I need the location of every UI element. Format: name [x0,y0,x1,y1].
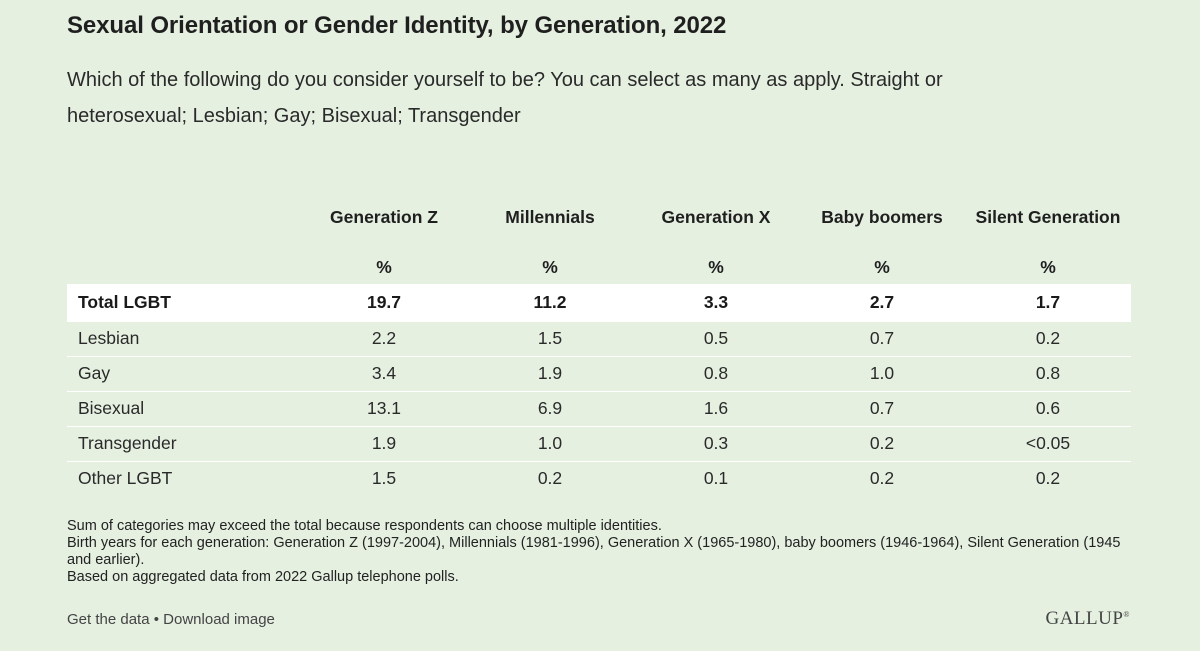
row-label: Lesbian [67,321,301,357]
data-table: Generation Z Millennials Generation X Ba… [67,180,1131,496]
table-row-total-lgbt: Total LGBT 19.7 11.2 3.3 2.7 1.7 [67,284,1131,322]
table-cell: <0.05 [965,426,1131,462]
table-cell: 1.5 [371,468,397,489]
table-cell: 6.9 [467,391,633,427]
column-header-baby-boomers: Baby boomers [821,207,943,227]
table-cell: 1.0 [467,426,633,462]
table-cell: 2.2 [301,321,467,357]
column-header-row: Generation Z Millennials Generation X Ba… [67,180,1131,232]
unit-header-blank [67,232,301,284]
column-header-silent-generation: Silent Generation [975,207,1121,227]
note-source: Based on aggregated data from 2022 Gallu… [67,569,459,585]
table-cell: 0.2 [537,468,563,489]
column-header-millennials: Millennials [505,207,595,227]
table-cell: 3.3 [633,284,799,322]
table-cell: 3.4 [301,356,467,392]
table-row-lesbian: Lesbian 2.2 1.5 0.5 0.7 0.2 [67,321,1131,357]
unit-header: % [542,256,558,277]
unit-header-row: % % % % % [67,232,1131,284]
note-multiple-identities: Sum of categories may exceed the total b… [67,518,662,534]
table-cell: 1.6 [633,391,799,427]
row-label: Other LGBT [78,468,173,489]
row-label-header [67,180,301,232]
footer-separator: • [153,611,159,628]
table-cell: 0.1 [703,468,729,489]
registered-mark: ® [1123,610,1130,619]
logo-text: GALLUP [1045,608,1124,629]
table-cell: 0.8 [965,356,1131,392]
column-header-gen-z: Generation Z [330,207,438,227]
table-cell: 0.3 [633,426,799,462]
unit-header: % [376,256,392,277]
chart-notes: Sum of categories may exceed the total b… [67,518,1137,586]
download-image-link[interactable]: Download image [163,611,275,628]
unit-header: % [1040,256,1056,277]
column-header-gen-x: Generation X [661,207,771,227]
table-row-other-lgbt: Other LGBT 1.5 0.2 0.1 0.2 0.2 [67,461,1131,496]
table-cell: 1.5 [467,321,633,357]
table-cell: 0.7 [799,321,965,357]
table-cell: 0.2 [1035,468,1061,489]
table-cell: 19.7 [301,284,467,322]
table-cell: 1.9 [301,426,467,462]
gallup-logo: GALLUP® [1045,608,1130,630]
table-cell: 1.7 [965,284,1131,322]
chart-title: Sexual Orientation or Gender Identity, b… [67,12,727,39]
table-row-transgender: Transgender 1.9 1.0 0.3 0.2 <0.05 [67,426,1131,462]
unit-header: % [874,256,890,277]
row-label: Gay [67,356,301,392]
table-cell: 0.2 [869,468,895,489]
get-data-link[interactable]: Get the data [67,611,150,628]
table-row-bisexual: Bisexual 13.1 6.9 1.6 0.7 0.6 [67,391,1131,427]
unit-header: % [708,256,724,277]
table-cell: 0.2 [799,426,965,462]
row-label: Bisexual [67,391,301,427]
table-cell: 13.1 [301,391,467,427]
table-cell: 2.7 [799,284,965,322]
chart-subtitle: Which of the following do you consider y… [67,69,943,127]
footer-links: Get the data • Download image [67,611,275,628]
table-cell: 0.6 [965,391,1131,427]
table-row-gay: Gay 3.4 1.9 0.8 1.0 0.8 [67,356,1131,392]
table-cell: 0.8 [633,356,799,392]
note-birth-years: Birth years for each generation: Generat… [67,535,1121,568]
table-cell: 1.9 [467,356,633,392]
row-label: Transgender [67,426,301,462]
table-cell: 0.2 [965,321,1131,357]
row-label: Total LGBT [67,284,301,322]
table-cell: 11.2 [467,284,633,322]
table-cell: 0.5 [633,321,799,357]
table-cell: 1.0 [799,356,965,392]
table-cell: 0.7 [799,391,965,427]
